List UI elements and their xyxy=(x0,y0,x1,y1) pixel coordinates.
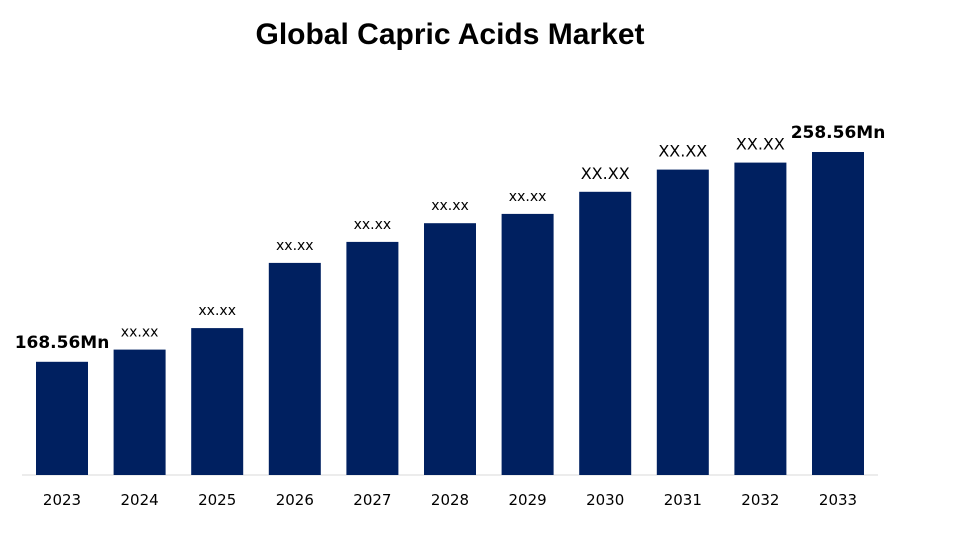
data-label-2029: xx.xx xyxy=(509,189,547,205)
x-tick-label-2023: 2023 xyxy=(43,491,81,509)
data-label-2024: xx.xx xyxy=(121,325,159,341)
bar-2023 xyxy=(36,361,88,475)
x-tick-label-2031: 2031 xyxy=(664,491,702,509)
data-label-2023: 168.56Mn xyxy=(15,333,110,353)
bar-2029 xyxy=(501,213,554,475)
bar-2033 xyxy=(812,152,864,475)
x-tick-label-2025: 2025 xyxy=(198,491,236,509)
data-label-2025: xx.xx xyxy=(198,303,236,319)
x-tick-label-2024: 2024 xyxy=(121,491,159,509)
data-label-2031: XX.XX xyxy=(658,142,707,161)
data-label-2032: XX.XX xyxy=(736,135,785,154)
bar-2030 xyxy=(579,191,632,476)
bar-2031 xyxy=(656,169,709,475)
bar-2027 xyxy=(346,241,399,475)
data-label-2028: xx.xx xyxy=(431,198,469,214)
x-tick-label-2029: 2029 xyxy=(509,491,547,509)
bar-2026 xyxy=(268,262,321,475)
bar-2032 xyxy=(734,162,787,475)
x-tick-label-2028: 2028 xyxy=(431,491,469,509)
x-tick-label-2027: 2027 xyxy=(353,491,391,509)
data-label-2026: xx.xx xyxy=(276,238,314,254)
x-tick-label-2032: 2032 xyxy=(741,491,779,509)
chart-title: Global Capric Acids Market xyxy=(255,18,645,51)
x-tick-label-2030: 2030 xyxy=(586,491,624,509)
data-label-2033: 258.56Mn xyxy=(791,123,886,143)
data-label-2027: xx.xx xyxy=(354,217,392,233)
x-tick-label-2026: 2026 xyxy=(276,491,314,509)
bar-2025 xyxy=(191,328,244,475)
bar-2028 xyxy=(424,223,476,475)
x-tick-label-2033: 2033 xyxy=(819,491,857,509)
bar-2024 xyxy=(113,349,166,475)
data-label-2030: XX.XX xyxy=(581,164,630,183)
